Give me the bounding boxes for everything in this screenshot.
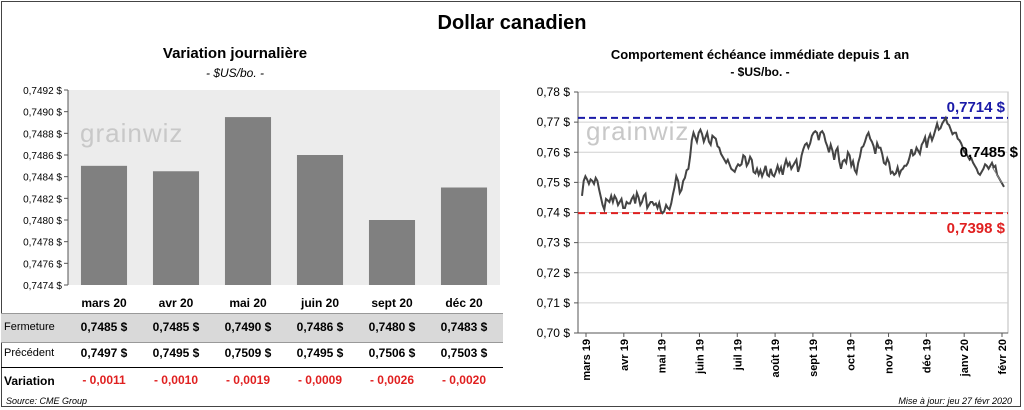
table-divider: [1, 367, 503, 368]
bar: [224, 117, 272, 285]
bar: [440, 187, 488, 285]
line-chart-title: Comportement échéance immédiate depuis 1…: [610, 47, 910, 62]
bar-y-tick-label: 0,7478 $: [23, 238, 62, 249]
line-y-tick-label: 0,70 $: [537, 326, 571, 340]
table-cell: 0,7485 $: [152, 320, 200, 334]
price-series-line: [581, 115, 1005, 215]
bar-category-label: mai 20: [229, 296, 267, 310]
table-cell: - 0,0009: [297, 373, 343, 387]
source-note: Source: CME Group: [6, 396, 88, 406]
line-x-tick-label: janv 20: [959, 339, 971, 377]
line-y-tick-label: 0,77 $: [537, 115, 571, 129]
line-y-tick-label: 0,78 $: [537, 85, 571, 99]
table-cell: - 0,0010: [153, 373, 199, 387]
bar-y-tick-label: 0,7476 $: [23, 259, 62, 270]
table-row-label-previous: Précédent: [4, 347, 55, 359]
bar-category-label: sept 20: [371, 296, 413, 310]
line-x-tick-label: août 19: [770, 339, 782, 378]
table-cell: 0,7503 $: [440, 346, 488, 360]
table-cell: 0,7486 $: [296, 320, 344, 334]
line-x-tick-label: mars 19: [581, 339, 593, 381]
line-chart-unit: - $US/bo. -: [730, 65, 790, 79]
table-cell: 0,7480 $: [368, 320, 416, 334]
line-x-tick-label: mai 19: [657, 339, 669, 373]
update-note: Mise à jour: jeu 27 févr 2020: [898, 396, 1012, 406]
bar-y-tick-label: 0,7488 $: [23, 129, 62, 140]
line-y-tick-label: 0,74 $: [537, 206, 571, 220]
table-cell: 0,7509 $: [224, 346, 272, 360]
line-y-tick-label: 0,71 $: [537, 296, 571, 310]
page-title: Dollar canadien: [437, 12, 587, 34]
line-x-tick-label: nov 19: [884, 339, 896, 374]
bar: [368, 220, 416, 285]
bar-category-label: juin 20: [300, 296, 339, 310]
watermark-logo: grainwiz: [586, 116, 689, 146]
line-x-tick-label: oct 19: [846, 339, 858, 371]
line-x-tick-label: févr 20: [997, 339, 1009, 374]
line-y-tick-label: 0,73 $: [537, 236, 571, 250]
table-cell: - 0,0019: [225, 373, 271, 387]
table-cell: 0,7483 $: [440, 320, 488, 334]
table-cell: 0,7490 $: [224, 320, 272, 334]
watermark-logo: grainwiz: [80, 118, 183, 148]
line-y-tick-label: 0,72 $: [537, 266, 571, 280]
bar: [152, 171, 200, 285]
bar-y-tick-label: 0,7484 $: [23, 173, 62, 184]
bar-y-tick-label: 0,7480 $: [23, 216, 62, 227]
bar-y-tick-label: 0,7492 $: [23, 86, 62, 97]
table-row-label-close: Fermeture: [4, 321, 55, 333]
bar-y-tick-label: 0,7474 $: [23, 281, 62, 292]
table-cell: 0,7495 $: [152, 346, 200, 360]
last-value-leader: [991, 166, 1003, 184]
line-x-tick-label: juil 19: [732, 339, 744, 371]
bar-y-tick-label: 0,7482 $: [23, 194, 62, 205]
bar-chart-title: Variation journalière: [162, 45, 308, 62]
table-cell: 0,7485 $: [80, 320, 128, 334]
bar-category-label: déc 20: [445, 296, 483, 310]
table-row-label-change: Variation: [4, 374, 55, 388]
bar-y-tick-label: 0,7490 $: [23, 108, 62, 119]
bar-chart: 0,7474 $ 0,7476 $ 0,7478 $ 0,7480 $ 0,7482 $…: [23, 86, 500, 310]
table-cell: 0,7495 $: [296, 346, 344, 360]
bar-category-label: mars 20: [81, 296, 127, 310]
bar-y-tick-label: 0,7486 $: [23, 151, 62, 162]
line-y-tick-label: 0,75 $: [537, 175, 571, 189]
table-cell: - 0,0011: [82, 373, 126, 387]
bar-chart-unit: - $US/bo. -: [205, 66, 265, 80]
line-chart: 0,70 $ 0,71 $ 0,72 $ 0,73 $ 0,74 $ 0,75 $ 0,76…: [537, 85, 1019, 381]
bar-category-label: avr 20: [159, 296, 194, 310]
line-x-tick-label: juin 19: [694, 339, 706, 375]
table-cell: - 0,0020: [441, 373, 487, 387]
table-close-row-band: [1, 313, 503, 343]
bar: [296, 155, 344, 285]
bar-plot-area: [68, 90, 500, 285]
line-x-tick-label: déc 19: [921, 339, 933, 373]
table-cell: - 0,0026: [369, 373, 415, 387]
bar: [80, 165, 128, 285]
line-y-tick-label: 0,76 $: [537, 145, 571, 159]
line-x-tick-label: sept 19: [808, 339, 820, 377]
table-cell: 0,7497 $: [80, 346, 128, 360]
last-value-label: 0,7485 $: [960, 144, 1019, 161]
reference-line-label: 0,7714 $: [947, 99, 1006, 116]
table-cell: 0,7506 $: [368, 346, 416, 360]
reference-line-label: 0,7398 $: [947, 220, 1006, 237]
line-x-tick-label: avr 19: [619, 339, 631, 371]
